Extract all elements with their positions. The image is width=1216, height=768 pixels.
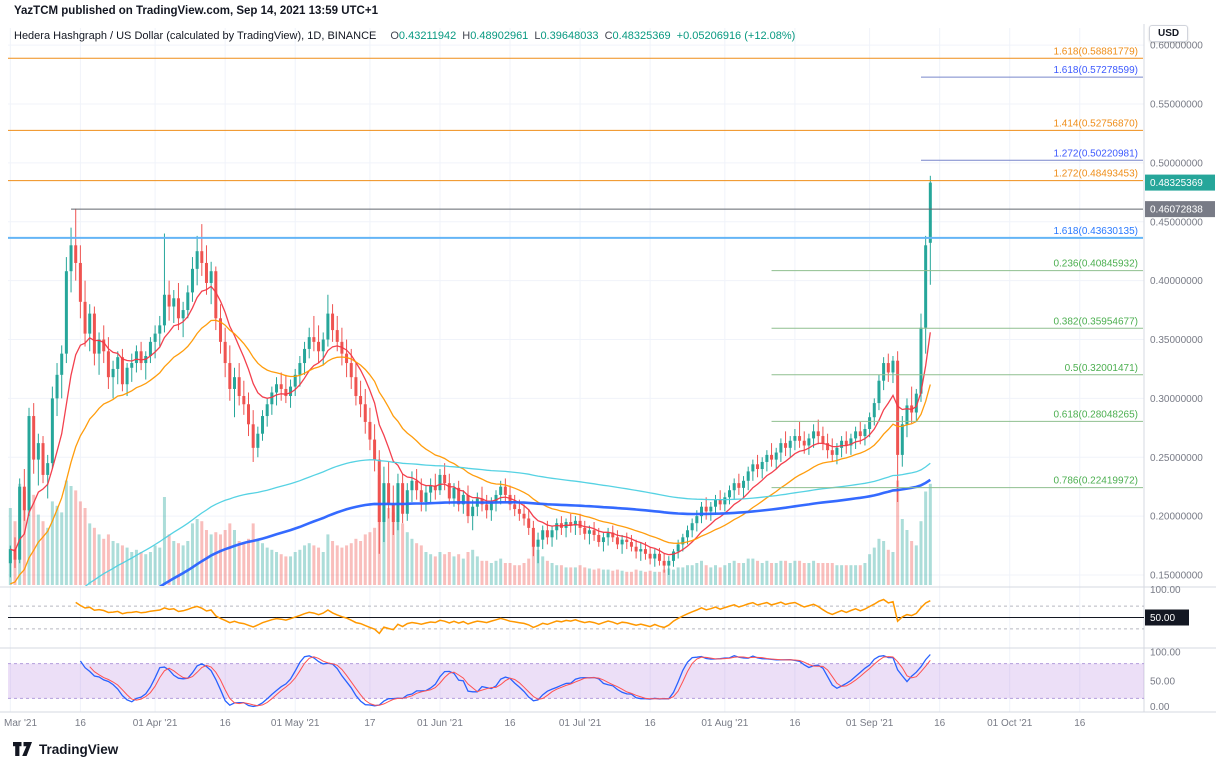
svg-text:1.272(0.50220981): 1.272(0.50220981) [1053,148,1138,159]
svg-text:01 Oct '21: 01 Oct '21 [987,718,1033,729]
ma-long [158,478,932,586]
svg-text:01 Sep '21: 01 Sep '21 [846,718,894,729]
ma-slow [84,459,931,586]
svg-text:100.00: 100.00 [1150,648,1181,659]
svg-text:Mar '21: Mar '21 [4,718,37,729]
svg-text:16: 16 [1074,718,1086,729]
svg-text:16: 16 [75,718,87,729]
tradingview-logo-icon [13,742,32,756]
svg-text:0.30000000: 0.30000000 [1150,394,1203,405]
svg-text:1.618(0.58881779): 1.618(0.58881779) [1053,46,1138,57]
svg-text:16: 16 [789,718,801,729]
svg-text:16: 16 [934,718,946,729]
svg-text:01 May '21: 01 May '21 [271,718,320,729]
svg-text:1.414(0.52756870): 1.414(0.52756870) [1053,118,1138,129]
svg-text:0.60000000: 0.60000000 [1150,41,1203,52]
svg-text:16: 16 [645,718,657,729]
volume-series [8,475,932,585]
footer[interactable]: TradingView [13,742,118,757]
price-badge [1145,609,1189,626]
high-value: 0.48902961 [470,30,529,42]
time-axis[interactable]: Mar '21 16 01 Apr '21 16 01 May '21 17 01 Jun … [4,718,1086,729]
ma-fast [10,285,931,556]
price-badge [1145,174,1215,191]
svg-text:0.236(0.40845932): 0.236(0.40845932) [1053,259,1138,270]
axis-badges: 0.48325369 0.46072838 50.00 [1145,174,1215,626]
svg-text:1.272(0.48493453): 1.272(0.48493453) [1053,169,1138,180]
price-badge [1145,201,1215,218]
svg-text:0.618(0.28048265): 0.618(0.28048265) [1053,409,1138,420]
svg-text:0.25000000: 0.25000000 [1150,453,1203,464]
high-label: H [462,30,471,42]
low-label: L [534,30,541,42]
svg-text:0.382(0.35954677): 0.382(0.35954677) [1053,316,1138,327]
svg-text:01 Jul '21: 01 Jul '21 [559,718,602,729]
change-value: +0.05206916 (+12.08%) [676,30,796,42]
stoch-pane: 100.00 50.00 0.00 [8,648,1181,713]
brand-name[interactable]: TradingView [39,742,119,757]
svg-text:01 Aug '21: 01 Aug '21 [701,718,748,729]
stoch-d-line [89,656,931,707]
pane-separators [0,24,1216,713]
ma-medium [10,319,931,585]
svg-text:0.786(0.22419972): 0.786(0.22419972) [1053,476,1138,487]
svg-text:50.00: 50.00 [1150,613,1175,624]
ohlc-readout: O0.43211942 H0.48902961 L0.39648033 C0.4832… [384,30,795,42]
svg-text:0.50000000: 0.50000000 [1150,158,1203,169]
svg-text:16: 16 [504,718,516,729]
usd-button[interactable]: USD [1149,25,1189,42]
svg-text:0.48325369: 0.48325369 [1150,178,1203,189]
candlestick-series [8,175,932,578]
svg-text:17: 17 [364,718,376,729]
svg-text:1.618(0.57278599): 1.618(0.57278599) [1053,65,1138,76]
close-value: 0.48325369 [612,30,671,42]
rsi-pane: 100.00 [8,585,1181,635]
svg-text:0.15000000: 0.15000000 [1150,571,1203,582]
svg-text:100.00: 100.00 [1150,585,1181,596]
svg-text:0.00: 0.00 [1150,702,1170,713]
legend: Hedera Hashgraph / US Dollar (calculated… [14,30,795,42]
price-axis[interactable]: 0.15000000 0.20000000 0.25000000 0.30000000… [1150,41,1203,582]
rsi-line [75,598,931,635]
open-label: O [390,30,399,42]
svg-text:0.5(0.32001471): 0.5(0.32001471) [1065,363,1138,374]
svg-text:0.20000000: 0.20000000 [1150,512,1203,523]
open-value: 0.43211942 [398,30,457,42]
symbol-title[interactable]: Hedera Hashgraph / US Dollar (calculated… [14,30,377,42]
svg-text:0.35000000: 0.35000000 [1150,335,1203,346]
svg-text:01 Apr '21: 01 Apr '21 [133,718,178,729]
fib-levels[interactable]: 1.618(0.58881779) 1.618(0.57278599) 1.414(… [8,46,1143,489]
svg-text:0.45000000: 0.45000000 [1150,217,1203,228]
svg-text:01 Jun '21: 01 Jun '21 [417,718,463,729]
svg-text:0.40000000: 0.40000000 [1150,276,1203,287]
publish-info: YazTCM published on TradingView.com, Sep… [14,5,378,17]
low-value: 0.39648033 [540,30,599,42]
close-label: C [604,30,613,42]
svg-text:16: 16 [220,718,232,729]
gridlines [8,28,1144,712]
svg-text:0.46072838: 0.46072838 [1150,205,1203,216]
svg-text:1.618(0.43630135): 1.618(0.43630135) [1053,226,1138,237]
svg-text:0.55000000: 0.55000000 [1150,100,1203,111]
svg-text:50.00: 50.00 [1150,677,1175,688]
